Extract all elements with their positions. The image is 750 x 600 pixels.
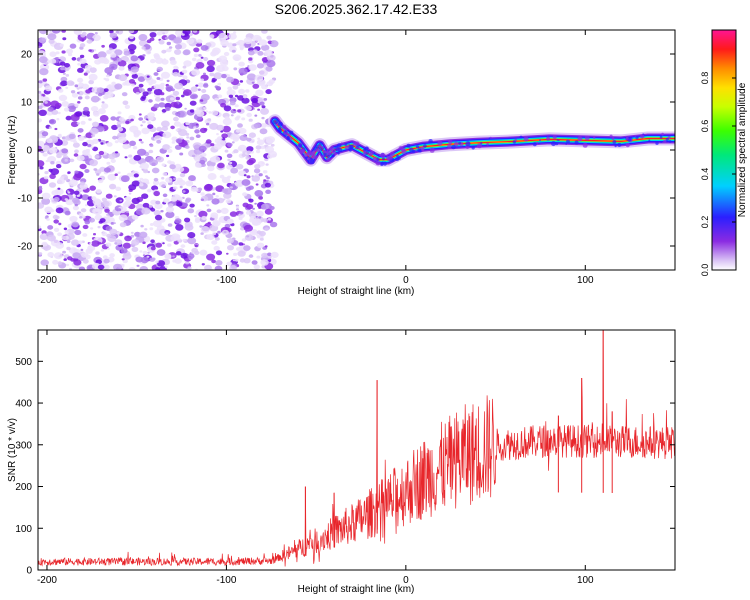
snr-xtick-label: -200 bbox=[37, 575, 57, 586]
snr-xtick-label: 0 bbox=[403, 575, 409, 586]
snr-ytick-label: 400 bbox=[15, 399, 32, 410]
spectrogram-ytick-label: 10 bbox=[21, 98, 33, 109]
colorbar-tick-label: 0.4 bbox=[700, 168, 710, 181]
snr-series bbox=[38, 330, 675, 567]
spectrogram-ytick-label: -10 bbox=[18, 194, 33, 205]
snr-ytick-label: 200 bbox=[15, 482, 32, 493]
colorbar-tick-label: 0.0 bbox=[700, 264, 710, 277]
spectrogram-ytick-label: 20 bbox=[21, 50, 33, 61]
colorbar-gradient bbox=[712, 30, 736, 270]
snr-ytick-label: 500 bbox=[15, 357, 32, 368]
spectrogram-ytick-label: -20 bbox=[18, 242, 33, 253]
snr-y-label: SNR (10 * v/v) bbox=[7, 418, 18, 482]
colorbar-ticks: 0.0 0.2 0.4 0.6 0.8 bbox=[700, 72, 736, 277]
page-title: S206.2025.362.17.42.E33 bbox=[274, 1, 438, 17]
spectrogram-noise bbox=[38, 30, 279, 270]
spectrogram-xtick-label: -200 bbox=[37, 275, 57, 286]
colorbar: 0.0 0.2 0.4 0.6 0.8 Normalized spectral ampl… bbox=[700, 29, 748, 277]
spectrogram-xtick-label: -100 bbox=[216, 275, 236, 286]
snr-ytick-label: 300 bbox=[15, 440, 32, 451]
spectrogram-x-label: Height of straight line (km) bbox=[298, 286, 415, 297]
snr-line bbox=[38, 330, 675, 567]
spectrogram-xtick-label: 0 bbox=[403, 275, 409, 286]
snr-x-label: Height of straight line (km) bbox=[298, 584, 415, 595]
spectrogram-y-label: Frequency (Hz) bbox=[7, 116, 18, 185]
snr-ytick-label: 100 bbox=[15, 524, 32, 535]
colorbar-tick-label: 0.6 bbox=[700, 120, 710, 133]
spectrogram-signal bbox=[267, 114, 675, 167]
snr-ytick-label: 0 bbox=[26, 566, 32, 577]
snr-xtick-label: -100 bbox=[216, 575, 236, 586]
snr-axes: -200 -100 0 100 0 100 200 300 400 500 bbox=[15, 330, 675, 586]
snr-xtick-label: 100 bbox=[577, 575, 594, 586]
colorbar-label: Normalized spectral amplitude bbox=[737, 82, 748, 217]
colorbar-tick-label: 0.8 bbox=[700, 72, 710, 85]
spectrogram-ytick-label: 0 bbox=[26, 146, 32, 157]
spectrogram-xtick-label: 100 bbox=[577, 275, 594, 286]
snr-panel: -200 -100 0 100 0 100 200 300 400 500 Height of s… bbox=[7, 329, 676, 595]
colorbar-tick-label: 0.2 bbox=[700, 216, 710, 229]
